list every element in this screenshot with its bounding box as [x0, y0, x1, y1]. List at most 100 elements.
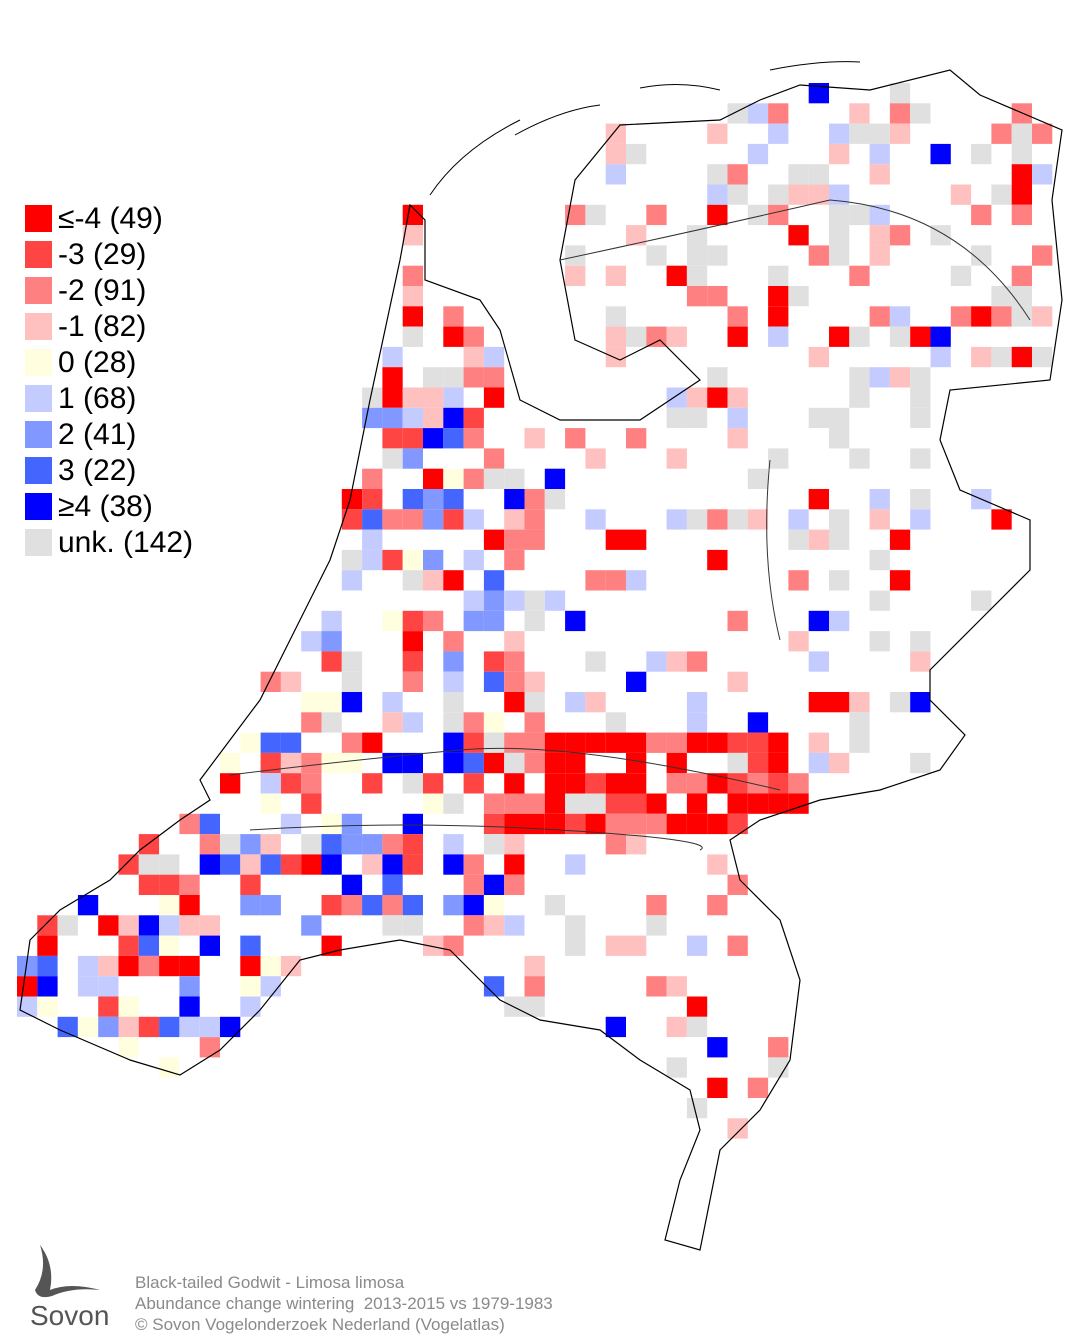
grid-cell — [402, 895, 423, 916]
grid-cell — [727, 773, 748, 794]
grid-cell — [118, 935, 139, 956]
grid-cell — [220, 773, 241, 794]
grid-cell — [768, 1037, 789, 1058]
grid-cell — [991, 306, 1012, 327]
grid-cell — [889, 367, 911, 388]
grid-cell — [17, 996, 38, 1017]
grid-cell — [727, 184, 748, 205]
grid-cell — [626, 671, 647, 692]
grid-cell — [524, 671, 545, 692]
grid-cell — [686, 651, 708, 672]
grid-cell — [382, 834, 403, 855]
grid-cell — [77, 1016, 99, 1038]
grid-cell — [1011, 346, 1032, 368]
grid-cell — [423, 407, 444, 429]
grid-cell — [341, 732, 363, 753]
grid-cell — [605, 164, 626, 185]
grid-cell — [341, 671, 363, 692]
grid-cell — [463, 773, 484, 794]
grid-cell — [605, 306, 626, 327]
grid-cell — [889, 529, 911, 550]
grid-cell — [280, 773, 302, 794]
grid-cell — [179, 874, 200, 895]
grid-cell — [849, 265, 870, 286]
grid-cell — [889, 570, 911, 591]
grid-cell — [524, 813, 545, 835]
grid-cell — [747, 509, 769, 530]
grid-cell — [707, 895, 728, 916]
grid-cell — [605, 326, 626, 347]
grid-cell — [707, 387, 728, 408]
grid-cell — [402, 813, 423, 835]
grid-cell — [646, 245, 667, 266]
grid-cell — [808, 346, 829, 368]
grid-cell — [260, 752, 281, 774]
grid-cell — [666, 651, 687, 672]
grid-cell — [626, 773, 647, 794]
grid-cell — [829, 529, 850, 550]
grid-cell — [240, 854, 261, 875]
grid-cell — [37, 915, 58, 936]
grid-cell — [747, 793, 769, 814]
grid-cell — [179, 895, 200, 916]
grid-cell — [585, 692, 606, 713]
grid-cell — [707, 367, 728, 388]
grid-cell — [463, 549, 484, 571]
grid-cell — [971, 346, 992, 368]
grid-cell — [402, 752, 423, 774]
legend-label: 2 (41) — [58, 418, 136, 451]
grid-cell — [788, 529, 809, 550]
grid-cell — [260, 854, 281, 875]
grid-cell — [707, 813, 728, 835]
grid-cell — [504, 529, 525, 550]
grid-cell — [301, 773, 322, 794]
grid-cell — [199, 834, 220, 855]
grid-cell — [402, 489, 423, 510]
legend-swatch — [25, 493, 52, 520]
grid-cell — [37, 935, 58, 956]
grid-cell — [768, 103, 789, 124]
grid-cell — [666, 448, 687, 469]
grid-cell — [727, 103, 748, 124]
grid-cell — [889, 326, 911, 347]
grid-cell — [463, 428, 484, 449]
grid-cell — [199, 1037, 220, 1058]
grid-cell — [260, 976, 281, 997]
grid-cell — [382, 854, 403, 875]
grid-cell — [646, 915, 667, 936]
grid-cell — [910, 407, 931, 429]
grid-cell — [1032, 245, 1053, 266]
grid-cell — [504, 773, 525, 794]
grid-cell — [260, 955, 281, 977]
grid-cell — [443, 428, 464, 449]
grid-cell — [991, 509, 1012, 530]
grid-cell — [686, 712, 708, 733]
grid-cell — [402, 387, 423, 408]
legend-swatch — [25, 349, 52, 376]
grid-cell — [585, 773, 606, 794]
grid-cell — [727, 407, 748, 429]
grid-cell — [747, 732, 769, 753]
grid-cell — [402, 712, 423, 733]
grid-cell — [849, 367, 870, 388]
legend-label: unk. (142) — [58, 526, 193, 559]
grid-cell — [768, 448, 789, 469]
grid-cell — [646, 651, 667, 672]
grid-cell — [849, 692, 870, 713]
grid-cell — [280, 854, 302, 875]
logo-text: Sovon — [30, 1300, 109, 1331]
grid-cell — [788, 793, 809, 814]
grid-cell — [768, 306, 789, 327]
grid-cell — [118, 1037, 139, 1058]
grid-cell — [17, 955, 38, 977]
grid-cell — [443, 509, 464, 530]
grid-cell — [910, 631, 931, 652]
grid-cell — [423, 387, 444, 408]
grid-cell — [179, 996, 200, 1017]
grid-cell — [788, 286, 809, 307]
grid-cell — [686, 1098, 708, 1119]
legend: ≤-4 (49)-3 (29)-2 (91)-1 (82)0 (28)1 (68… — [25, 202, 193, 559]
legend-label: 1 (68) — [58, 382, 136, 415]
grid-cell — [443, 468, 464, 489]
